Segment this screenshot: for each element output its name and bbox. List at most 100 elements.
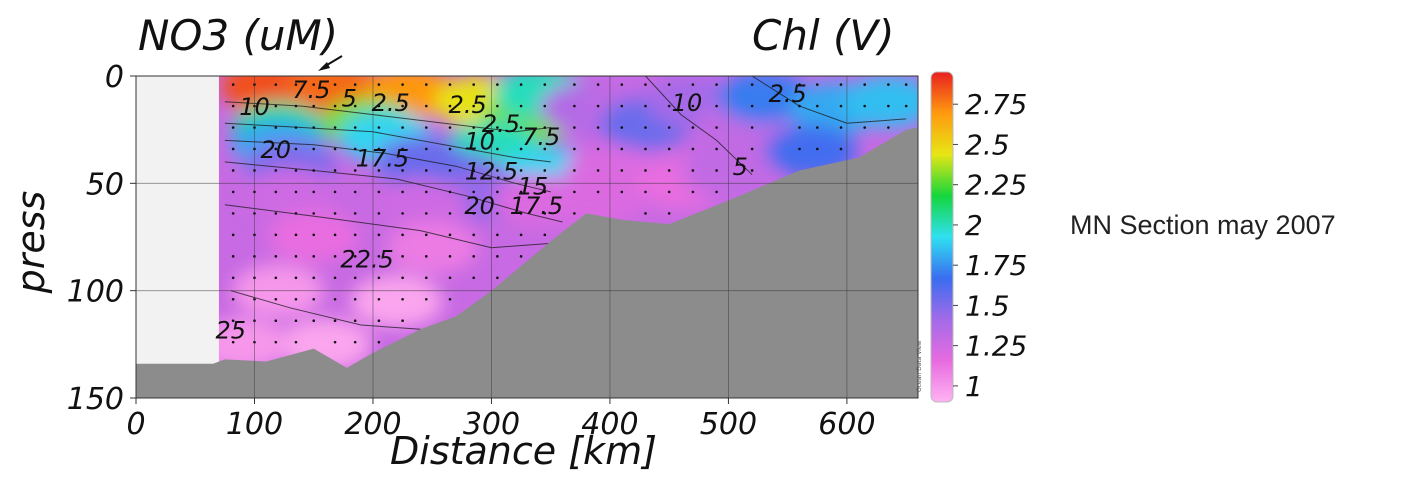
sample-point bbox=[620, 104, 624, 108]
sample-point bbox=[274, 276, 278, 280]
sample-point bbox=[644, 190, 647, 194]
contour-label: 2.5 bbox=[482, 110, 520, 138]
sample-point bbox=[496, 276, 499, 280]
contour-label: 7.5 bbox=[522, 123, 560, 151]
contour-label: 25 bbox=[216, 316, 247, 344]
sample-point bbox=[401, 126, 404, 129]
sample-point bbox=[312, 319, 316, 323]
x-tick-label: 600 bbox=[818, 407, 875, 442]
sample-point bbox=[333, 169, 337, 172]
contour-line bbox=[645, 76, 753, 176]
sample-point bbox=[274, 212, 278, 215]
contour-label: 20 bbox=[464, 192, 495, 220]
sample-point bbox=[543, 233, 547, 237]
sample-point bbox=[448, 190, 452, 194]
x-axis-label: Distance [km] bbox=[390, 429, 657, 473]
x-tick-label: 300 bbox=[463, 407, 520, 442]
sample-point bbox=[496, 147, 499, 151]
sample-point bbox=[353, 319, 357, 323]
sample-point bbox=[353, 340, 357, 344]
sample-point bbox=[294, 340, 298, 344]
sample-point bbox=[231, 147, 235, 151]
no-data-region bbox=[136, 76, 219, 398]
nitrate-contour-lines bbox=[224, 76, 907, 330]
y-tick-label: 50 bbox=[86, 167, 124, 202]
sample-point bbox=[519, 147, 523, 151]
sample-point bbox=[401, 83, 404, 86]
sample-point bbox=[424, 126, 428, 129]
chl-blob bbox=[244, 168, 337, 221]
sample-point bbox=[377, 340, 381, 344]
sample-point bbox=[274, 297, 278, 301]
sample-point bbox=[573, 104, 576, 108]
y-axis-label: press bbox=[9, 191, 53, 295]
sample-point bbox=[620, 147, 624, 151]
x-tick-label: 400 bbox=[581, 407, 638, 442]
sample-point bbox=[887, 104, 890, 108]
sample-point bbox=[620, 169, 624, 172]
sample-point bbox=[839, 83, 843, 86]
sample-point bbox=[377, 104, 381, 108]
sample-point bbox=[667, 126, 671, 129]
sample-point bbox=[543, 190, 547, 194]
sample-point bbox=[274, 104, 278, 108]
sample-point bbox=[424, 190, 428, 194]
sample-point bbox=[312, 212, 316, 215]
sample-point bbox=[231, 83, 235, 86]
sample-point bbox=[424, 255, 428, 258]
sample-point bbox=[904, 83, 908, 86]
sample-point bbox=[401, 169, 404, 172]
sample-point bbox=[274, 255, 278, 258]
sample-point bbox=[472, 276, 475, 280]
sample-point bbox=[472, 83, 475, 86]
grid-lines bbox=[136, 76, 918, 398]
sample-point bbox=[231, 319, 235, 323]
sample-point bbox=[596, 147, 600, 151]
sample-point bbox=[667, 104, 671, 108]
chl-blob bbox=[717, 76, 810, 124]
sample-point bbox=[377, 255, 381, 258]
sample-point bbox=[231, 190, 235, 194]
sample-point bbox=[620, 190, 624, 194]
sample-point bbox=[312, 255, 316, 258]
contour-line bbox=[224, 101, 551, 133]
sample-point bbox=[750, 104, 754, 108]
sample-point bbox=[472, 190, 475, 194]
colorbar-tick-label: 2.75 bbox=[965, 88, 1027, 121]
sample-point bbox=[294, 83, 298, 86]
sample-point bbox=[496, 83, 499, 86]
sample-point bbox=[294, 233, 298, 237]
colorbar-tick-label: 2 bbox=[965, 209, 983, 242]
sample-point bbox=[353, 169, 357, 172]
sample-point bbox=[312, 169, 316, 172]
sample-point bbox=[620, 83, 624, 86]
sample-point bbox=[294, 319, 298, 323]
sample-point bbox=[274, 233, 278, 237]
sample-point bbox=[496, 169, 499, 172]
sample-point bbox=[644, 126, 647, 129]
contour-label: 10 bbox=[672, 89, 703, 117]
x-tick-label: 100 bbox=[226, 407, 283, 442]
watermark-text: Ocean Data View bbox=[916, 340, 923, 392]
sample-point bbox=[691, 83, 695, 86]
sample-point bbox=[715, 104, 718, 108]
sample-point bbox=[424, 297, 428, 301]
sample-point bbox=[377, 297, 381, 301]
sample-point bbox=[815, 147, 819, 151]
sample-point bbox=[231, 126, 235, 129]
colorbar-tick-label: 1.75 bbox=[965, 249, 1027, 282]
sample-point bbox=[519, 255, 523, 258]
sample-point bbox=[274, 169, 278, 172]
sample-point bbox=[519, 104, 523, 108]
sample-point bbox=[815, 126, 819, 129]
sample-point bbox=[333, 276, 337, 280]
sample-point bbox=[377, 212, 381, 215]
sample-point bbox=[353, 233, 357, 237]
sample-point bbox=[353, 297, 357, 301]
contour-label: 10 bbox=[239, 93, 270, 121]
sample-point bbox=[377, 83, 381, 86]
colorbar-ticks: 1 1.25 1.5 1.75 2 2.25 2.5 2.75 bbox=[953, 88, 1027, 403]
sample-point bbox=[353, 190, 357, 194]
sample-point bbox=[377, 319, 381, 323]
chl-blob bbox=[386, 221, 479, 274]
